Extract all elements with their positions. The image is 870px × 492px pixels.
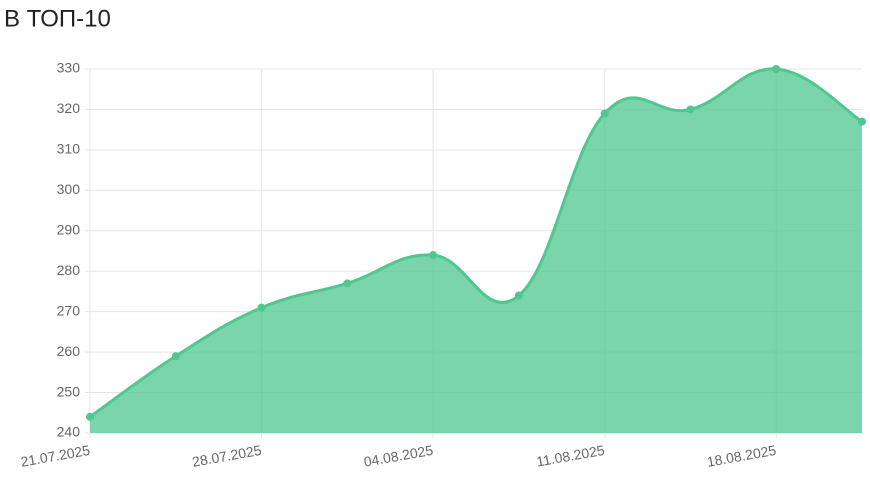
y-tick-label: 320: [57, 100, 81, 116]
y-tick-label: 300: [57, 181, 81, 197]
x-tick-label: 18.08.2025: [706, 442, 778, 470]
y-tick-label: 280: [57, 262, 81, 278]
y-tick-label: 290: [57, 221, 81, 237]
y-tick-label: 250: [57, 383, 81, 399]
x-tick-label: 21.07.2025: [19, 442, 91, 470]
point: [343, 279, 352, 288]
point: [514, 291, 523, 300]
chart-title: В ТОП-10: [4, 5, 111, 32]
y-tick-label: 260: [57, 343, 81, 359]
point: [257, 303, 266, 312]
point: [858, 117, 866, 126]
y-tick-label: 270: [57, 302, 81, 318]
x-tick-label: 11.08.2025: [535, 442, 606, 470]
point: [686, 105, 695, 114]
y-tick-label: 310: [57, 141, 81, 157]
area: [90, 68, 862, 434]
line: [89, 67, 863, 419]
y-tick-label: 240: [57, 424, 81, 440]
point: [86, 412, 94, 421]
point: [429, 251, 438, 260]
x-tick-label: 04.08.2025: [362, 442, 434, 470]
point: [600, 109, 609, 118]
point: [772, 65, 781, 73]
y-tick-label: 330: [57, 60, 81, 76]
point: [171, 352, 180, 361]
x-tick-label: 28.07.2025: [191, 442, 263, 470]
